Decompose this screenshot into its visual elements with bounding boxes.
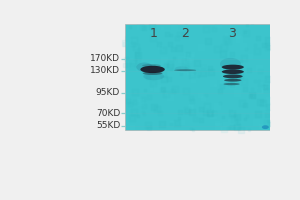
Ellipse shape [143, 73, 164, 80]
Ellipse shape [222, 65, 244, 70]
Text: 55KD: 55KD [96, 121, 120, 130]
Ellipse shape [220, 58, 241, 70]
Ellipse shape [174, 69, 196, 71]
Ellipse shape [224, 83, 240, 85]
Ellipse shape [136, 62, 153, 72]
Ellipse shape [222, 69, 244, 74]
Bar [125, 24, 270, 130]
Ellipse shape [142, 64, 161, 67]
Ellipse shape [262, 125, 269, 129]
Ellipse shape [143, 72, 163, 75]
Text: 70KD: 70KD [96, 109, 120, 118]
Ellipse shape [175, 66, 189, 71]
Text: 1: 1 [150, 27, 158, 40]
Text: 170KD: 170KD [90, 54, 120, 63]
Text: 95KD: 95KD [96, 88, 120, 97]
Ellipse shape [140, 66, 165, 73]
Text: 130KD: 130KD [90, 66, 120, 75]
Ellipse shape [224, 79, 242, 82]
Ellipse shape [223, 74, 243, 78]
Text: 3: 3 [228, 27, 236, 40]
Text: 2: 2 [181, 27, 189, 40]
